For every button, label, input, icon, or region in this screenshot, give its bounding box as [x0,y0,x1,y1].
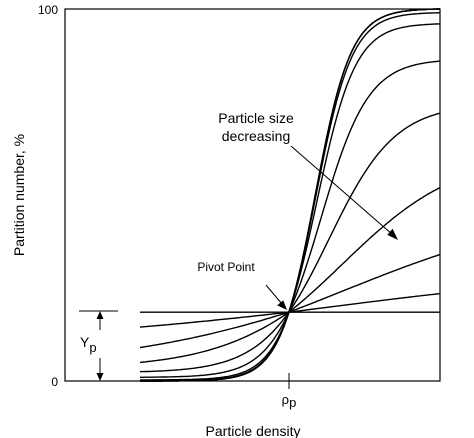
pivot-point-label: Pivot Point [197,260,255,274]
annotation-line-2: decreasing [222,128,291,144]
annotation-backdrop [204,106,308,148]
partition-curve-4 [139,186,441,364]
yp-arrow-up [96,311,104,319]
yp-label-sub: p [89,340,96,355]
partition-curve-5 [139,112,441,373]
partition-curve-9 [140,8,440,382]
plot-frame [64,8,441,382]
x-tick-label-sub: p [289,395,296,410]
annotation-line-1: Particle size [218,110,294,126]
yp-label-main: Y [80,334,90,350]
yp-label: Yp [80,334,97,355]
x-axis-title: Particle density [206,423,301,438]
x-tick-label-main: ρ [282,392,289,407]
y-tick-label-0: 0 [51,375,58,389]
partition-curves [139,8,441,382]
annotation-arrow-head [387,228,398,240]
partition-curve-10 [140,8,440,382]
annotation-arrow-line [290,145,394,236]
y-tick-label-100: 100 [38,3,58,17]
yp-arrow-down [96,373,104,381]
x-tick-label-rho-p: ρp [282,392,297,410]
y-axis-title: Partition number, % [11,134,27,256]
pivot-arrow-line [265,284,283,305]
partition-curve-11 [140,8,440,382]
yp-label-backdrop [80,330,102,358]
pivot-arrow-head [277,300,287,310]
partition-curve-3 [139,253,441,349]
partition-curve-7 [140,23,440,381]
partition-curve-8 [140,12,441,382]
